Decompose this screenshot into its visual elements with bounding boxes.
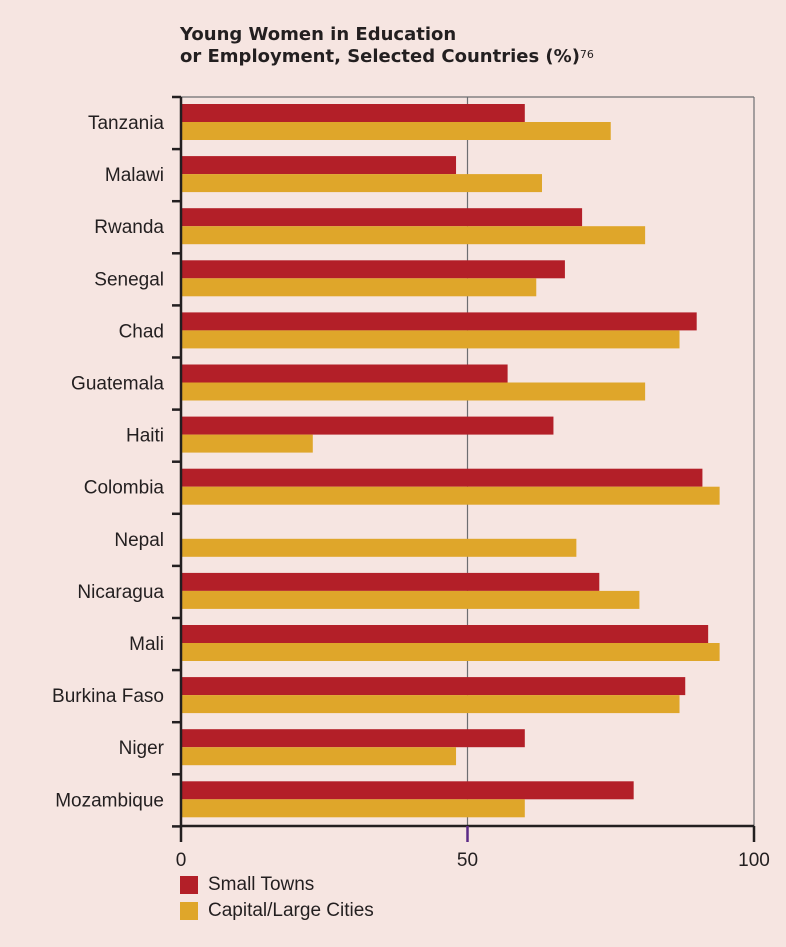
bar-capital-cities-guatemala (181, 382, 646, 401)
bar-capital-cities-niger (181, 747, 457, 766)
chart-title: Young Women in Education or Employment, … (180, 24, 594, 68)
bar-small-towns-malawi (181, 156, 457, 175)
category-label-guatemala: Guatemala (71, 374, 164, 395)
x-tick-label-100: 100 (738, 850, 770, 871)
category-label-nepal: Nepal (114, 530, 164, 551)
x-tick-label-0: 0 (176, 850, 187, 871)
category-label-chad: Chad (119, 321, 164, 342)
bar-small-towns-nicaragua (181, 572, 600, 591)
bar-small-towns-tanzania (181, 104, 525, 122)
bar-small-towns-chad (181, 312, 697, 331)
bar-capital-cities-mali (181, 643, 720, 661)
legend-item-capital-cities: Capital/Large Cities (180, 898, 374, 924)
bar-capital-cities-rwanda (181, 226, 646, 245)
category-label-malawi: Malawi (105, 165, 164, 186)
bar-small-towns-rwanda (181, 208, 583, 227)
chart-title-line-2-text: or Employment, Selected Countries (%) (180, 46, 580, 67)
legend-label-small-towns: Small Towns (208, 874, 315, 895)
bar-small-towns-mozambique (181, 781, 634, 800)
bar-small-towns-niger (181, 729, 525, 748)
chart-title-line-1: Young Women in Education (180, 24, 457, 45)
legend-item-small-towns: Small Towns (180, 872, 374, 898)
chart-title-line-2: or Employment, Selected Countries (%)76 (180, 46, 594, 68)
bar-capital-cities-tanzania (181, 122, 611, 140)
bar-small-towns-haiti (181, 416, 554, 435)
bar-capital-cities-nepal (181, 538, 577, 557)
category-label-colombia: Colombia (84, 478, 165, 499)
bar-capital-cities-chad (181, 330, 680, 349)
legend-swatch-small-towns (180, 876, 198, 894)
category-label-tanzania: Tanzania (88, 113, 164, 134)
legend-label-capital-cities: Capital/Large Cities (208, 900, 374, 921)
bar-small-towns-mali (181, 625, 709, 643)
bar-capital-cities-burkina-faso (181, 695, 680, 714)
legend-swatch-capital-cities (180, 902, 198, 920)
category-label-mozambique: Mozambique (55, 790, 164, 811)
category-label-burkina-faso: Burkina Faso (52, 686, 164, 707)
legend: Small Towns Capital/Large Cities (180, 872, 374, 924)
bar-small-towns-colombia (181, 468, 703, 487)
category-label-mali: Mali (129, 634, 164, 655)
x-axis: 0 50 100 (172, 95, 770, 871)
category-label-nicaragua: Nicaragua (77, 582, 164, 603)
bar-capital-cities-senegal (181, 278, 537, 297)
bar-capital-cities-nicaragua (181, 590, 640, 609)
plot-frame (181, 96, 755, 826)
category-labels: Tanzania Malawi Rwanda Senegal Chad Guatemala… (52, 113, 165, 811)
x-tick-label-50: 50 (457, 850, 478, 871)
bars (181, 104, 720, 818)
bar-small-towns-guatemala (181, 364, 508, 383)
category-label-niger: Niger (119, 738, 165, 759)
footnote-reference: 76 (579, 48, 594, 61)
bar-small-towns-senegal (181, 260, 565, 279)
bar-capital-cities-malawi (181, 174, 542, 193)
bar-capital-cities-mozambique (181, 799, 525, 818)
category-label-rwanda: Rwanda (94, 217, 164, 238)
category-label-haiti: Haiti (126, 426, 164, 447)
bar-capital-cities-colombia (181, 486, 720, 505)
bar-capital-cities-haiti (181, 434, 313, 453)
category-label-senegal: Senegal (94, 269, 164, 290)
bar-small-towns-burkina-faso (181, 677, 686, 696)
